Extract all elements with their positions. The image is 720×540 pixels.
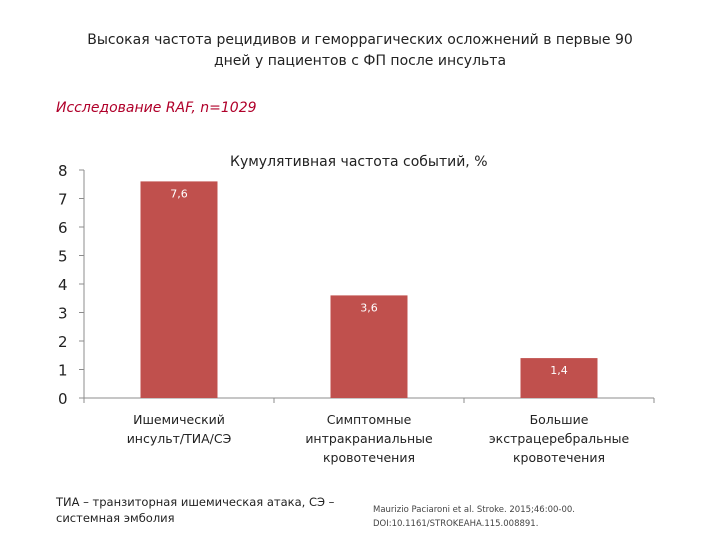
x-category-label-line: экстрацеребральные: [489, 431, 630, 446]
x-category-label-line: инсульт/ТИА/СЭ: [127, 431, 232, 446]
footnote: ТИА – транзиторная ишемическая атака, СЭ…: [56, 494, 356, 526]
y-tick-label: 2: [58, 333, 68, 351]
footnote-line-2: системная эмболия: [56, 511, 175, 525]
y-tick-label: 1: [58, 362, 68, 380]
x-category-label: Большие экстрацеребральные кровотечения: [489, 412, 630, 465]
bar-data-label: 3,6: [360, 301, 378, 314]
x-category-label: Ишемический инсульт/ТИА/СЭ: [127, 412, 232, 446]
x-category-label-line: Ишемический: [133, 412, 225, 427]
reference-citation: Maurizio Paciaroni et al. Stroke. 2015;4…: [373, 503, 693, 531]
y-tick-label: 4: [58, 276, 68, 294]
bar: [520, 358, 598, 398]
bar: [330, 295, 408, 398]
reference-line-1: Maurizio Paciaroni et al. Stroke. 2015;4…: [373, 505, 575, 515]
footnote-line-1: ТИА – транзиторная ишемическая атака, СЭ…: [56, 495, 335, 509]
y-tick-label: 7: [58, 191, 68, 209]
x-category-label-line: кровотечения: [513, 450, 605, 465]
y-tick-label: 6: [58, 219, 68, 237]
study-subtitle: Исследование RAF, n=1029: [56, 100, 257, 116]
y-tick-label: 3: [58, 305, 68, 323]
x-category-label: Симптомные интракраниальные кровотечения: [305, 412, 433, 465]
bar-data-label: 7,6: [170, 187, 188, 200]
y-tick-label: 8: [58, 162, 68, 180]
bar: [140, 181, 218, 398]
x-category-label-line: кровотечения: [323, 450, 415, 465]
x-category-label-line: Симптомные: [327, 412, 412, 427]
slide-title-line-2: дней у пациентов с ФП после инсульта: [213, 53, 507, 69]
slide-title-line-1: Высокая частота рецидивов и геморрагичес…: [87, 32, 633, 48]
y-tick-label: 5: [58, 248, 68, 266]
reference-line-2: DOI:10.1161/STROKEAHA.115.008891.: [373, 519, 539, 529]
chart-title: Кумулятивная частота событий, %: [230, 154, 488, 170]
slide-title: Высокая частота рецидивов и геморрагичес…: [40, 30, 680, 72]
x-category-label-line: интракраниальные: [305, 431, 433, 446]
y-tick-label: 0: [58, 390, 68, 408]
x-category-label-line: Большие: [530, 412, 589, 427]
bar-data-label: 1,4: [550, 364, 568, 377]
